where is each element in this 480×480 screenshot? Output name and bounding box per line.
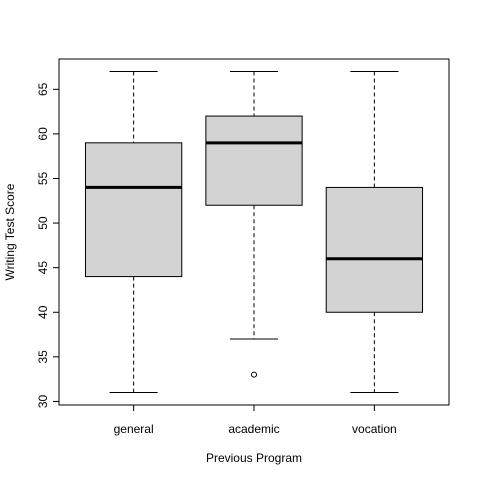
box-iqr bbox=[326, 187, 422, 312]
boxes-layer bbox=[85, 71, 422, 392]
box-group-academic bbox=[206, 71, 302, 377]
box-group-vocation bbox=[326, 71, 422, 392]
x-axis: general academic vocation bbox=[114, 405, 397, 436]
y-tick-label: 65 bbox=[36, 82, 50, 96]
x-tick-label-general: general bbox=[114, 422, 154, 436]
box-iqr bbox=[206, 116, 302, 205]
x-axis-label: Previous Program bbox=[206, 451, 302, 465]
box-iqr bbox=[85, 143, 181, 277]
y-tick-label: 45 bbox=[36, 261, 50, 275]
y-tick-label: 50 bbox=[36, 216, 50, 230]
y-axis: 30 35 40 45 50 55 60 65 bbox=[36, 82, 59, 408]
y-tick-label: 30 bbox=[36, 394, 50, 408]
outlier-point bbox=[252, 372, 257, 377]
y-tick-label: 60 bbox=[36, 127, 50, 141]
box-group-general bbox=[85, 71, 181, 392]
x-tick-label-academic: academic bbox=[228, 422, 279, 436]
y-axis-label: Writing Test Score bbox=[3, 183, 17, 280]
y-tick-label: 35 bbox=[36, 350, 50, 364]
y-tick-label: 40 bbox=[36, 305, 50, 319]
y-tick-label: 55 bbox=[36, 172, 50, 186]
x-tick-label-vocation: vocation bbox=[352, 422, 397, 436]
